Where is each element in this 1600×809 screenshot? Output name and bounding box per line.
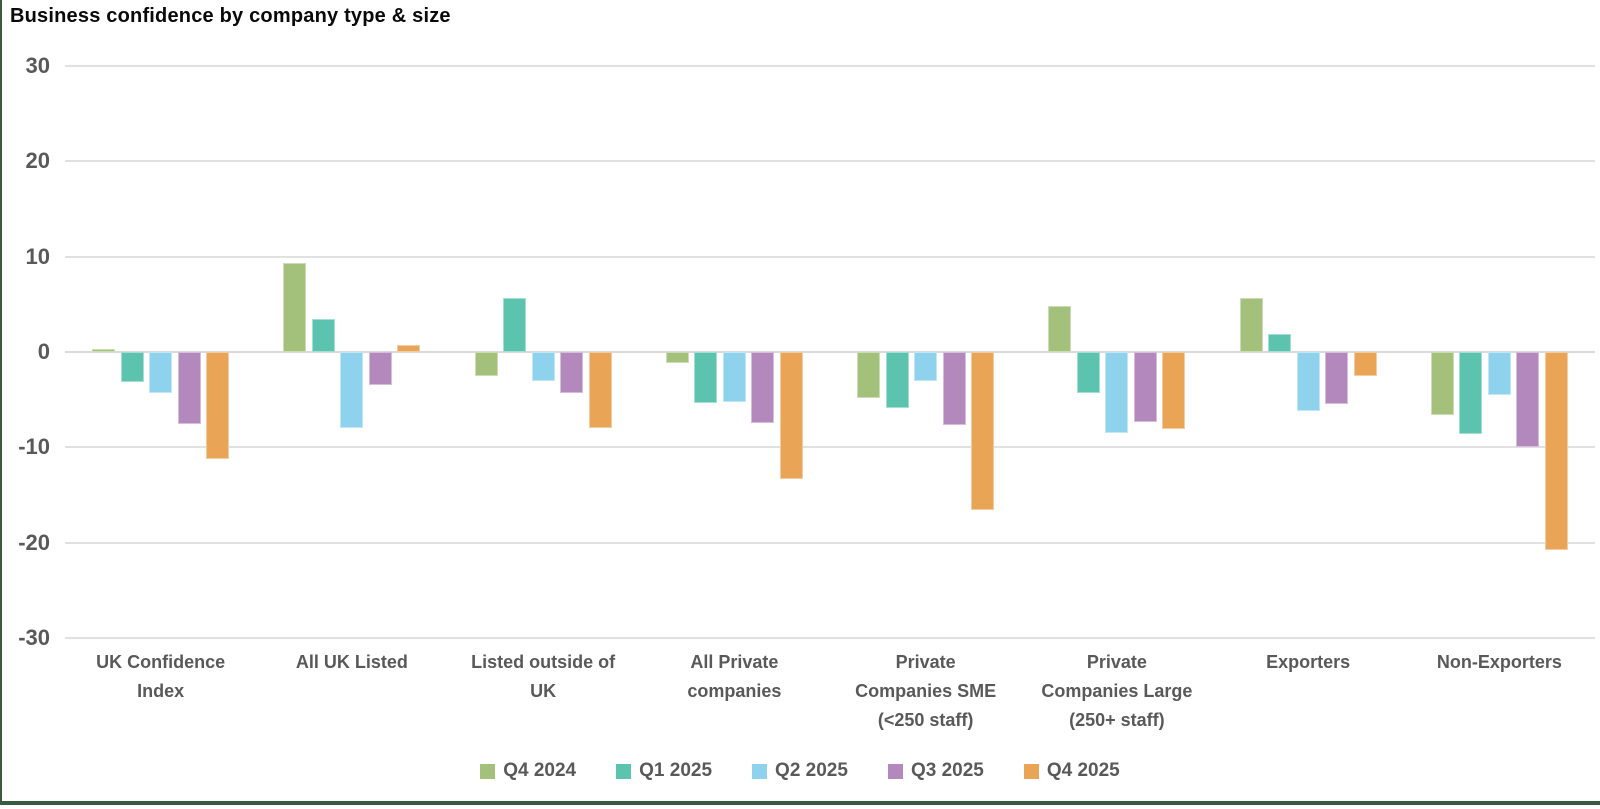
chart-bar <box>885 352 909 409</box>
chart-bar <box>1076 352 1100 393</box>
bar-group-4 <box>830 66 1021 638</box>
x-axis-category-label: All UK Listed <box>295 652 408 672</box>
chart-bar <box>531 352 555 381</box>
x-axis-category-label: Listed outside of UK <box>471 652 616 701</box>
chart-bar <box>1544 352 1568 551</box>
legend: Q4 2024 Q1 2025 Q2 2025 Q3 2025 Q4 2025 <box>0 760 1600 782</box>
y-tick-label: -20 <box>18 529 50 555</box>
chart-bar <box>340 352 364 429</box>
chart-bar <box>1516 352 1540 448</box>
chart-bar <box>971 352 995 511</box>
chart-bar <box>283 263 307 352</box>
x-axis-labels: UK Confidence Index All UK Listed Listed o… <box>65 648 1595 735</box>
gridline-0 <box>65 351 1595 353</box>
legend-swatch-icon <box>480 763 496 779</box>
y-tick-label: 10 <box>25 243 50 269</box>
bar-group-6 <box>1213 66 1404 638</box>
bar-group-0 <box>65 66 256 638</box>
legend-item: Q2 2025 <box>752 760 848 782</box>
chart-bar <box>397 345 421 352</box>
chart-bar <box>1487 352 1511 395</box>
chart-bar <box>206 352 230 459</box>
chart-bar <box>1162 352 1186 430</box>
chart-bar <box>857 352 881 398</box>
x-axis-category-label: Private Companies Large (250+ staff) <box>1041 652 1193 730</box>
bar-group-2 <box>448 66 639 638</box>
chart-bar <box>92 349 116 352</box>
y-axis: 30 20 10 0 -10 -20 -30 <box>0 0 54 700</box>
chart-bar <box>1353 352 1377 376</box>
y-tick-label: -10 <box>18 434 50 460</box>
chart-bar <box>694 352 718 403</box>
chart-bar <box>177 352 201 424</box>
legend-label: Q4 2024 <box>503 760 577 781</box>
legend-item: Q1 2025 <box>616 760 712 782</box>
legend-item: Q4 2025 <box>1023 760 1120 782</box>
chart-bar <box>311 318 335 352</box>
legend-swatch-icon <box>752 763 768 779</box>
legend-item: Q3 2025 <box>887 760 984 782</box>
legend-swatch-icon <box>616 763 632 779</box>
y-tick-label: 0 <box>37 339 50 364</box>
chart-bar <box>1239 297 1263 352</box>
chart-bar <box>779 352 803 479</box>
gridline--30 <box>65 637 1595 639</box>
legend-label: Q2 2025 <box>775 760 848 781</box>
gridline--20 <box>65 541 1595 544</box>
chart-bar <box>1048 306 1072 352</box>
chart-bar <box>665 352 689 364</box>
x-axis-category-label: Exporters <box>1266 652 1351 672</box>
y-tick-label: 20 <box>25 148 50 174</box>
chart-bar <box>1325 352 1349 405</box>
bar-group-3 <box>639 66 830 638</box>
chart-bar <box>588 352 612 429</box>
chart-bar <box>149 352 173 393</box>
chart-bar <box>1296 352 1320 412</box>
chart-bar <box>1459 352 1483 434</box>
chart-bar <box>1105 352 1129 434</box>
legend-swatch-icon <box>1023 763 1039 779</box>
bar-group-1 <box>256 66 447 638</box>
chart-bar <box>751 352 775 423</box>
legend-swatch-icon <box>887 763 903 779</box>
frame-bottom-border <box>0 801 1600 805</box>
x-axis-category-label: UK Confidence Index <box>96 652 226 701</box>
frame-left-border <box>0 0 2 805</box>
bar-group-7 <box>1404 66 1595 638</box>
chart-bar <box>120 352 144 382</box>
chart-bar <box>942 352 966 426</box>
chart-bar <box>914 352 938 381</box>
bar-group-5 <box>1021 66 1212 638</box>
chart-bar <box>503 297 527 352</box>
chart-title: Business confidence by company type & si… <box>10 5 451 27</box>
legend-label: Q3 2025 <box>910 760 984 781</box>
chart-bar <box>722 352 746 402</box>
chart-bar <box>1268 333 1292 352</box>
x-axis-category-label: Private Companies SME (<250 staff) <box>855 652 997 730</box>
x-axis-category-label: Non-Exporters <box>1436 652 1562 672</box>
legend-label: Q1 2025 <box>639 760 713 781</box>
gridline-20 <box>65 160 1595 163</box>
chart-bar <box>474 352 498 376</box>
plot-area <box>65 65 1595 639</box>
chart-bar <box>1430 352 1454 415</box>
chart-bar <box>560 352 584 393</box>
gridline--10 <box>65 446 1595 449</box>
x-axis-category-label: All Private companies <box>687 652 782 701</box>
y-tick-label: -30 <box>18 625 50 650</box>
chart-bar <box>1133 352 1157 422</box>
legend-label: Q4 2025 <box>1046 760 1120 781</box>
chart-bar <box>368 352 392 386</box>
y-tick-label: 30 <box>25 53 50 78</box>
gridline-30 <box>65 65 1595 67</box>
legend-item: Q4 2024 <box>480 760 576 782</box>
gridline-10 <box>65 255 1595 258</box>
